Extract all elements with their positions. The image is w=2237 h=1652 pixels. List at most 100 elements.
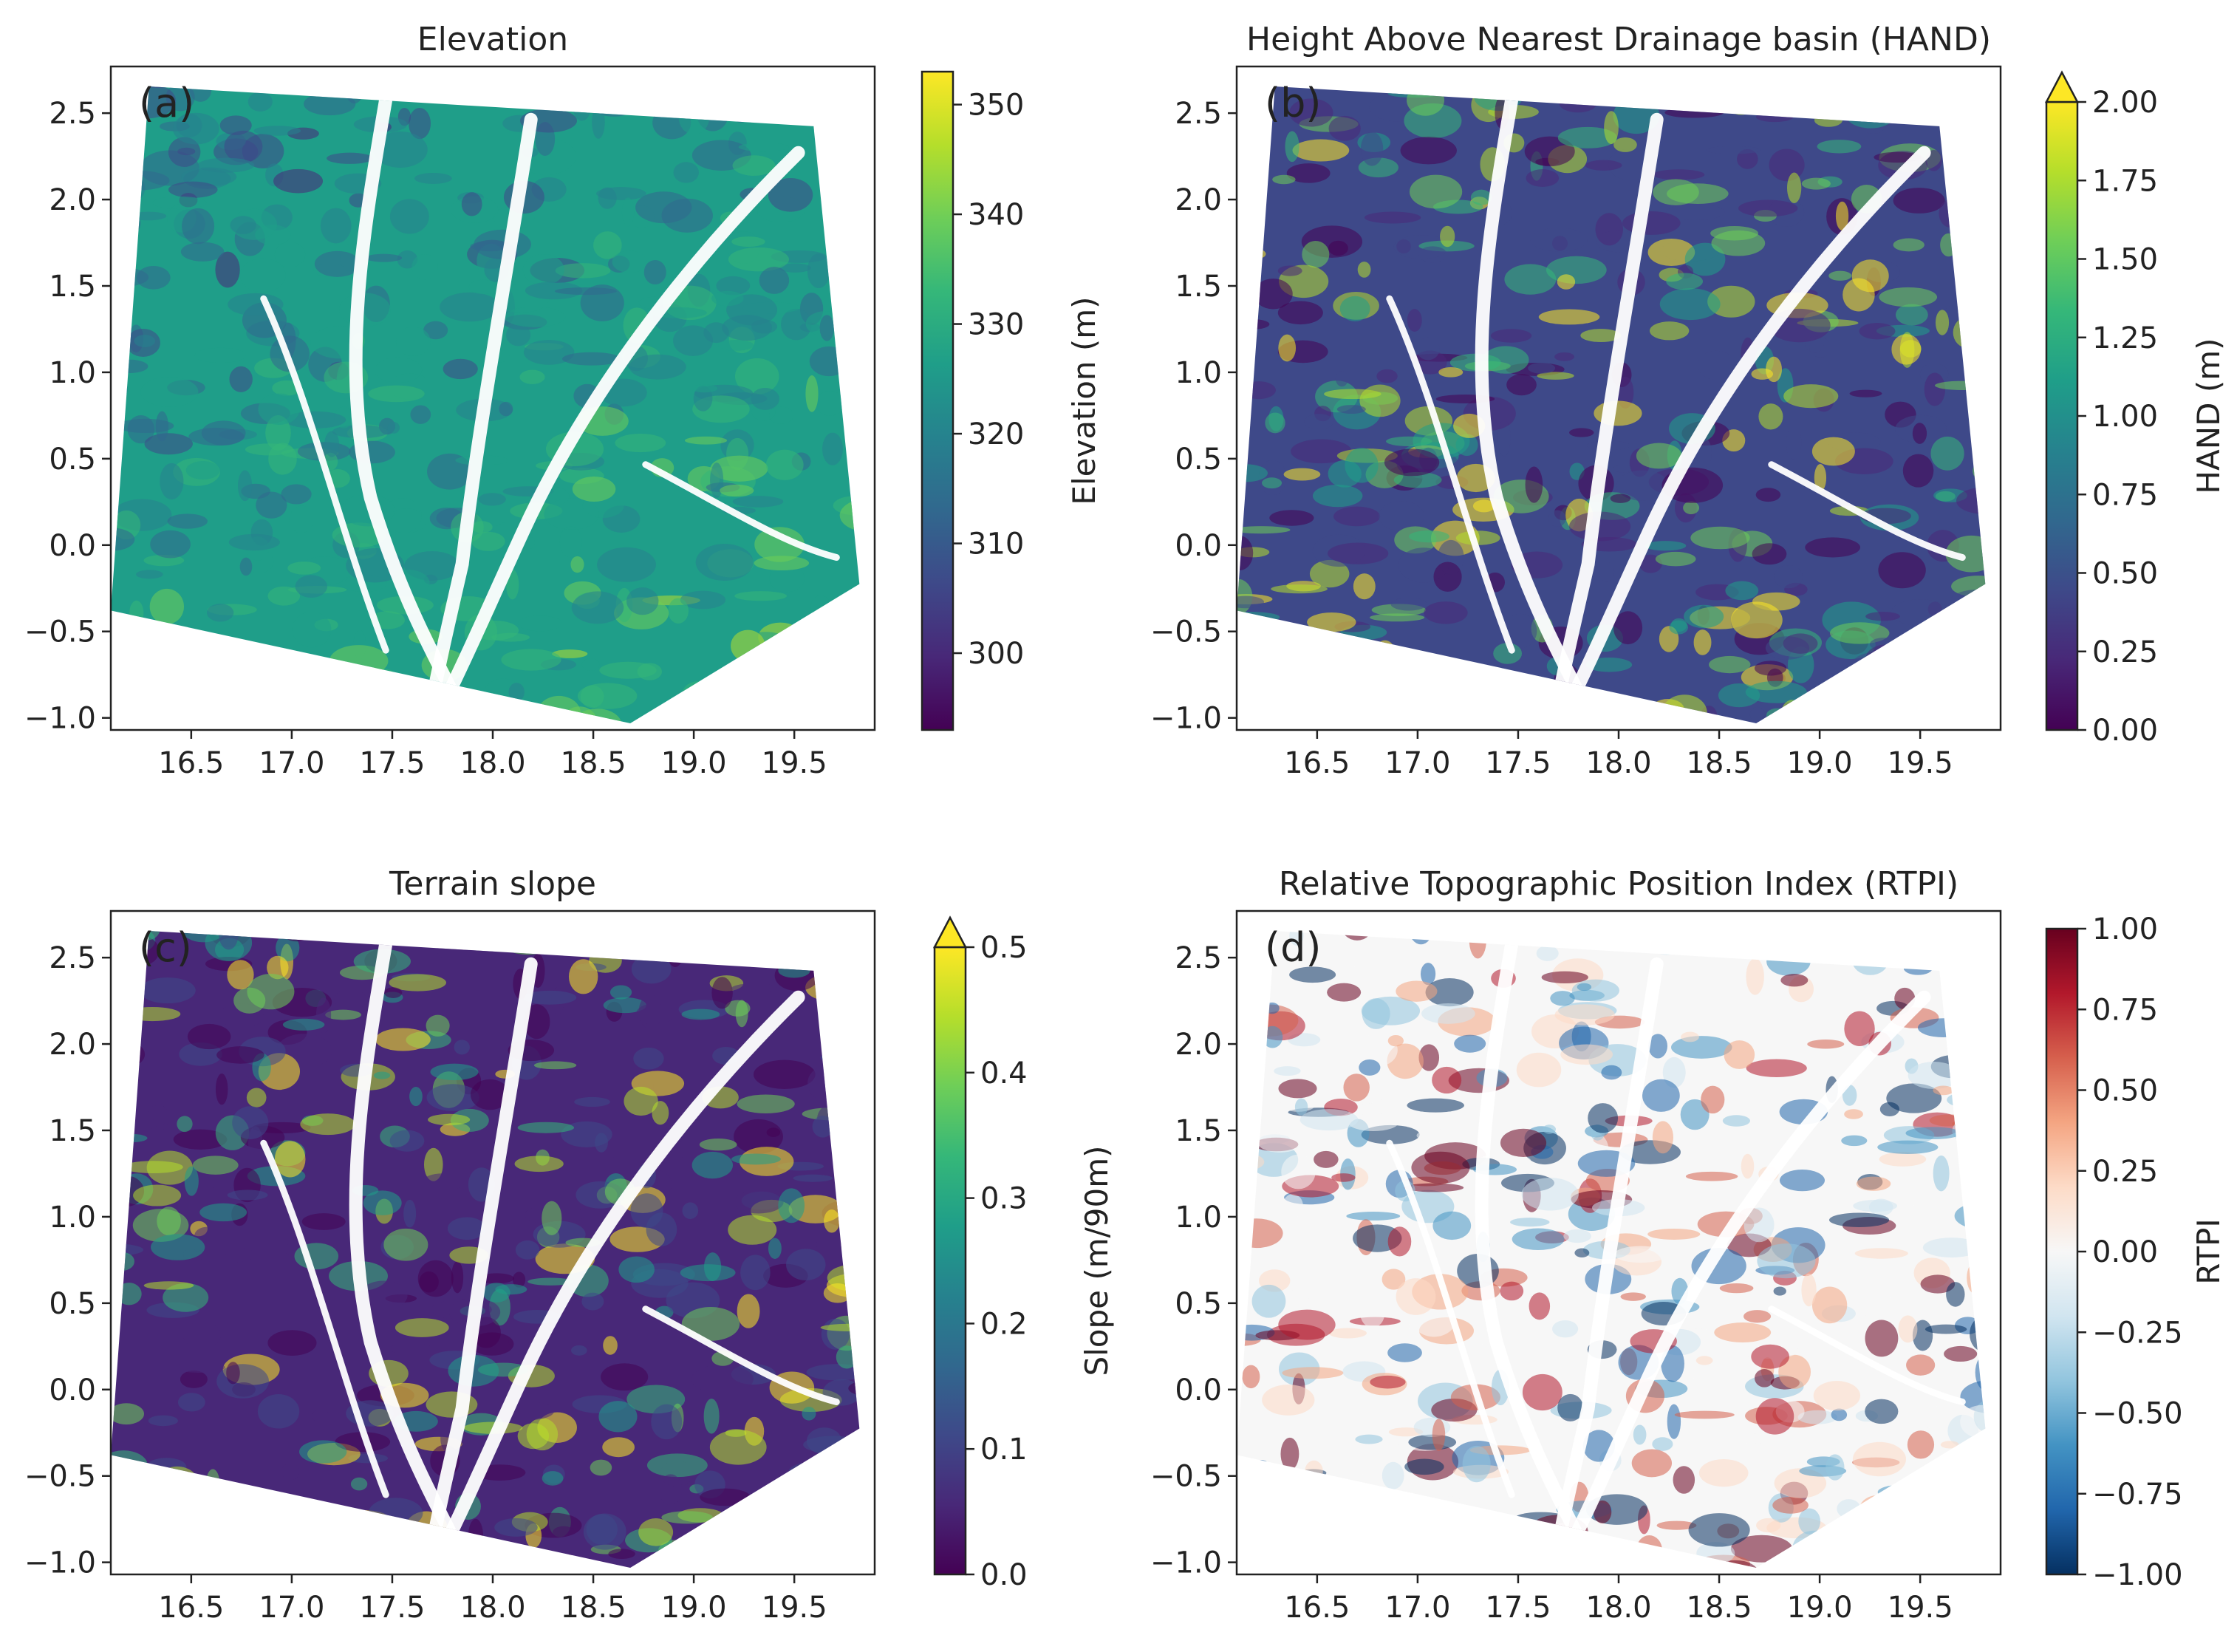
colorbar-frame xyxy=(921,70,954,731)
x-tick-label: 16.5 xyxy=(1284,746,1350,780)
map-image xyxy=(111,930,860,1569)
colorbar-tick-label: 320 xyxy=(968,417,1024,451)
colorbar-tick-label: 0.00 xyxy=(2092,1235,2158,1269)
x-tick-label: 19.0 xyxy=(661,746,727,780)
y-tick-label: 1.5 xyxy=(49,1114,96,1148)
colorbar-tick-label: 350 xyxy=(968,89,1024,123)
x-tick-label: 17.5 xyxy=(359,1591,425,1625)
x-tick-label: 17.5 xyxy=(1485,746,1551,780)
y-tick-label: 1.0 xyxy=(1175,356,1222,390)
x-tick-label: 17.0 xyxy=(1384,1591,1450,1625)
panel-label: (a) xyxy=(139,80,194,126)
panel-c: Terrain slope (c) 16.5 17.0 17.5 18.0 18.5 19.0… xyxy=(24,865,1115,1625)
colorbar-label: Elevation (m) xyxy=(1066,296,1102,505)
colorbar-tick-label: 0.5 xyxy=(980,931,1028,965)
river-channel xyxy=(425,112,538,711)
x-tick-label: 17.5 xyxy=(359,746,425,780)
x-tick-label: 18.0 xyxy=(1585,746,1651,780)
river-channel xyxy=(349,92,462,704)
colorbar-extend-arrow xyxy=(932,915,968,949)
colorbar-tick-label: 330 xyxy=(968,308,1024,342)
y-tick-label: 1.5 xyxy=(1175,1114,1222,1148)
y-tick-label: 0.0 xyxy=(49,1373,96,1407)
map-image xyxy=(111,86,860,724)
panel-label: (c) xyxy=(139,924,192,971)
colorbar-tick-label: 0.75 xyxy=(2092,478,2158,512)
colorbar: −1.00 −0.75 −0.50 −0.25 0.00 0.25 0.50 0.75 1.00… xyxy=(2045,912,2227,1592)
y-tick-label: 2.5 xyxy=(1175,97,1222,131)
colorbar-tick-label: 310 xyxy=(968,528,1024,562)
map-image xyxy=(1237,930,1986,1569)
colorbar: 0.0 0.1 0.2 0.3 0.4 0.5 Slope (m/90m) xyxy=(932,915,1115,1592)
river-channel xyxy=(1386,295,1515,654)
colorbar-tick-label: 0.75 xyxy=(2092,993,2158,1027)
colorbar-tick-label: −1.00 xyxy=(2092,1558,2183,1592)
colorbar-tick-label: −0.75 xyxy=(2092,1478,2183,1512)
colorbar-tick-label: 1.00 xyxy=(2092,400,2158,434)
colorbar-gradient xyxy=(935,947,966,1574)
colorbar-tick-label: 0.25 xyxy=(2092,635,2158,669)
y-tick-label: 2.0 xyxy=(49,1028,96,1062)
colorbar-tick-label: 0.4 xyxy=(980,1057,1028,1090)
river-channel xyxy=(1768,461,1966,561)
y-tick-label: −0.5 xyxy=(24,1460,96,1494)
colorbar-label: HAND (m) xyxy=(2190,338,2227,494)
x-tick-label: 19.5 xyxy=(1888,1591,1953,1625)
y-tick-label: −0.5 xyxy=(1150,1460,1222,1494)
river-channel xyxy=(1475,92,1588,704)
x-tick-label: 19.5 xyxy=(762,1591,827,1625)
panel-title: Relative Topographic Position Index (RTP… xyxy=(1279,865,1958,903)
y-tick-label: −0.5 xyxy=(24,615,96,649)
y-tick-label: 1.0 xyxy=(1175,1201,1222,1235)
river-channel xyxy=(1768,1305,1966,1405)
x-tick-label: 19.0 xyxy=(1787,1591,1853,1625)
colorbar-tick-label: 300 xyxy=(968,637,1024,671)
y-tick-label: 0.5 xyxy=(49,1287,96,1321)
x-tick-label: 19.5 xyxy=(1888,746,1953,780)
colorbar-gradient xyxy=(2046,102,2077,730)
y-tick-label: 2.5 xyxy=(1175,941,1222,975)
panel-label: (b) xyxy=(1265,80,1321,126)
colorbar-tick-label: 340 xyxy=(968,198,1024,232)
x-tick-label: 16.5 xyxy=(1284,1591,1350,1625)
y-tick-label: 0.0 xyxy=(49,529,96,563)
river-channel xyxy=(1551,957,1664,1555)
panel-label: (d) xyxy=(1265,924,1321,971)
river-channel xyxy=(260,1139,389,1498)
river-channel xyxy=(1386,1139,1515,1498)
river-channel xyxy=(440,990,805,1549)
y-tick-label: −1.0 xyxy=(1150,1546,1222,1580)
river-channel xyxy=(440,146,805,704)
x-tick-label: 16.5 xyxy=(158,1591,224,1625)
x-tick-label: 19.0 xyxy=(1787,746,1853,780)
panel-title: Height Above Nearest Drainage basin (HAN… xyxy=(1246,21,1991,58)
colorbar-tick-label: 1.25 xyxy=(2092,321,2158,355)
colorbar-extend-arrow xyxy=(2044,70,2080,103)
colorbar-tick-label: −0.25 xyxy=(2092,1316,2183,1350)
x-tick-label: 16.5 xyxy=(158,746,224,780)
y-tick-label: 2.0 xyxy=(49,183,96,217)
y-tick-label: −1.0 xyxy=(24,1546,96,1580)
panel-title: Terrain slope xyxy=(389,865,596,903)
x-tick-label: 19.0 xyxy=(661,1591,727,1625)
colorbar-tick-label: −0.50 xyxy=(2092,1397,2183,1431)
y-tick-label: 2.0 xyxy=(1175,183,1222,217)
x-tick-label: 18.5 xyxy=(1687,1591,1752,1625)
y-tick-label: 0.0 xyxy=(1175,1373,1222,1407)
panel-a: Elevation (a) 16.5 17.0 17.5 18.0 18.5 19.0 19.5… xyxy=(24,21,1102,780)
x-tick-label: 17.5 xyxy=(1485,1591,1551,1625)
colorbar-tick-label: 0.3 xyxy=(980,1182,1028,1216)
colorbar-label: RTPI xyxy=(2190,1218,2227,1285)
colorbar-tick-label: 1.00 xyxy=(2092,912,2158,946)
y-tick-label: −1.0 xyxy=(24,702,96,736)
colorbar-tick-label: 0.0 xyxy=(980,1558,1028,1592)
y-tick-label: 0.0 xyxy=(1175,529,1222,563)
x-tick-label: 18.0 xyxy=(460,746,525,780)
colorbar-label: Slope (m/90m) xyxy=(1079,1145,1115,1376)
panel-title: Elevation xyxy=(417,21,568,58)
colorbar-tick-label: 1.50 xyxy=(2092,243,2158,277)
colorbar-gradient xyxy=(922,72,953,730)
x-tick-label: 18.0 xyxy=(1585,1591,1651,1625)
